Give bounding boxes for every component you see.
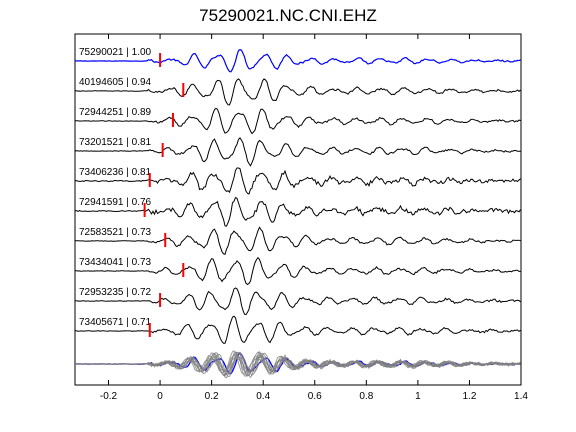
trace-line-0: [74, 48, 521, 73]
x-tick-label-6: 1: [415, 391, 421, 402]
x-tick-label-3: 0.4: [256, 391, 270, 402]
trace-line-2: [74, 107, 521, 135]
trace-label-3: 73201521 | 0.81: [79, 137, 152, 148]
trace-label-2: 72944251 | 0.89: [79, 107, 152, 118]
trace-label-0: 75290021 | 1.00: [79, 47, 152, 58]
x-tick-label-4: 0.6: [308, 391, 322, 402]
x-tick-label-8: 1.4: [514, 391, 528, 402]
chart-title: 75290021.NC.CNI.EHZ: [199, 6, 377, 25]
x-tick-label-7: 1.2: [462, 391, 476, 402]
axes-box: [74, 33, 522, 386]
trace-label-1: 40194605 | 0.94: [79, 77, 152, 88]
trace-label-6: 72583521 | 0.73: [79, 227, 152, 238]
trace-label-4: 73406236 | 0.81: [79, 167, 152, 178]
x-tick-label-0: -0.2: [100, 391, 118, 402]
trace-line-3: [74, 137, 521, 167]
trace-label-7: 73434041 | 0.73: [79, 257, 152, 268]
trace-line-7: [75, 256, 521, 286]
trace-label-5: 72941591 | 0.76: [79, 197, 152, 208]
x-tick-label-5: 0.8: [359, 391, 373, 402]
x-tick-label-1: 0: [157, 391, 163, 402]
x-tick-label-2: 0.2: [205, 391, 219, 402]
trace-label-8: 72953235 | 0.72: [79, 287, 152, 298]
trace-label-9: 73405671 | 0.71: [79, 317, 152, 328]
trace-line-6: [75, 226, 521, 255]
x-axis-ticks: -0.2 0 0.2 0.4 0.6 0.8 1 1.2 1.4: [100, 34, 528, 402]
stack-group: [74, 350, 521, 379]
traces-group: 75290021 | 1.00 40194605 | 0.94 72944251 |…: [74, 47, 521, 344]
trace-line-1: [74, 78, 521, 106]
trace-line-8: [75, 287, 521, 316]
stack-line-9: [75, 350, 521, 376]
trace-line-5: [74, 196, 521, 227]
